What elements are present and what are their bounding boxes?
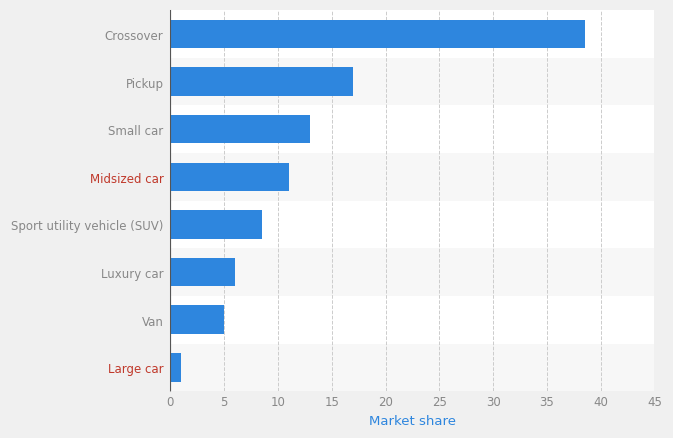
Bar: [170, 21, 585, 49]
Bar: [170, 11, 654, 59]
X-axis label: Market share: Market share: [369, 414, 456, 427]
Bar: [170, 116, 310, 144]
Bar: [170, 296, 654, 344]
Bar: [170, 68, 353, 97]
Bar: [170, 353, 181, 382]
Bar: [170, 258, 235, 287]
Bar: [170, 211, 262, 239]
Bar: [170, 106, 654, 154]
Bar: [170, 201, 654, 249]
Bar: [170, 306, 224, 334]
Bar: [170, 163, 289, 192]
